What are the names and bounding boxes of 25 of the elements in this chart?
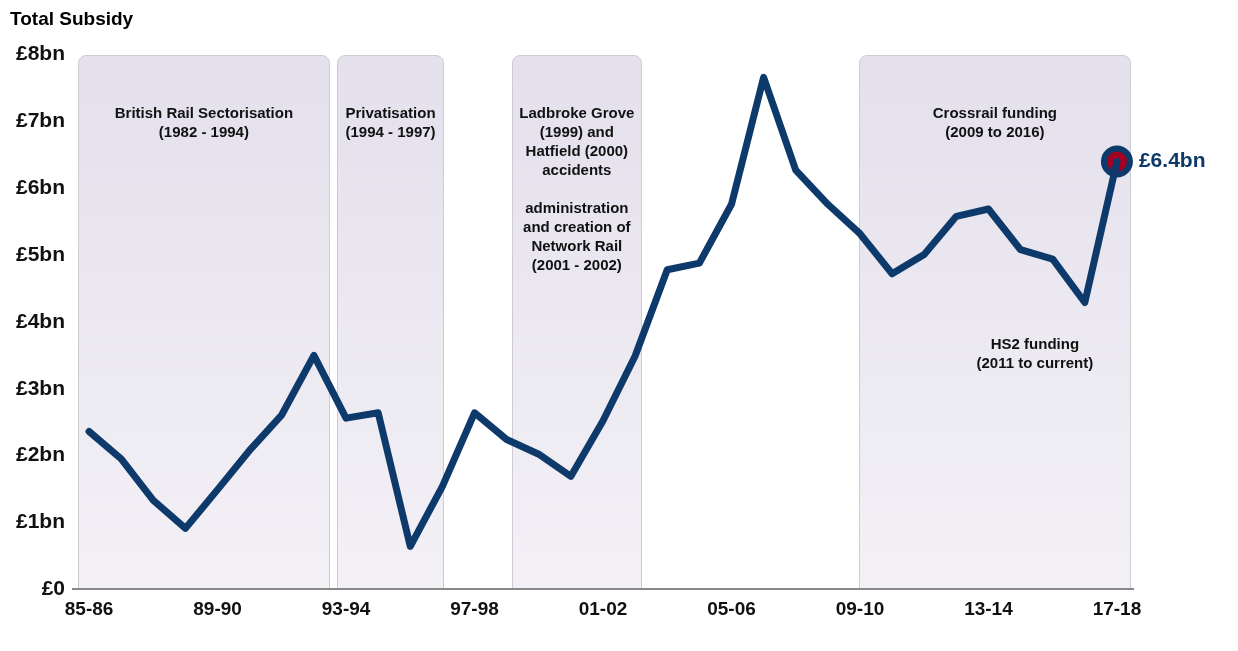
chart-title: Total Subsidy xyxy=(10,8,135,30)
data-label: £6.4bn xyxy=(1138,148,1206,172)
x-tick-label: 17-18 xyxy=(1092,597,1142,619)
x-tick-label: 89-90 xyxy=(193,597,242,619)
annotation: British Rail Sectorisation (1982 - 1994) xyxy=(114,104,294,141)
annotation: HS2 funding (2011 to current) xyxy=(976,335,1094,372)
x-tick-label: 13-14 xyxy=(964,597,1014,619)
y-tick-label: £4bn xyxy=(16,308,66,332)
x-tick-label: 05-06 xyxy=(707,597,756,619)
x-tick-label: 85-86 xyxy=(64,597,114,619)
y-tick-label: £2bn xyxy=(16,442,66,466)
annotation: Privatisation (1994 - 1997) xyxy=(345,104,436,141)
x-tick-label: 93-94 xyxy=(321,597,371,619)
text: Ladbroke Grove (1999) and Hatfield (2000) accidents administration and creation of Network Rail (2001 - 2002) xyxy=(519,104,635,274)
annotation: Crossrail funding (2009 to 2016) xyxy=(932,104,1057,141)
x-tick-label: 97-98 xyxy=(450,597,499,619)
y-tick-label: £3bn xyxy=(16,375,66,399)
y-tick-label: £5bn xyxy=(16,241,66,265)
y-tick-label: £0 xyxy=(41,576,66,599)
y-tick-label: £8bn xyxy=(16,41,66,65)
x-tick-label: 01-02 xyxy=(578,597,628,619)
y-tick-label: £1bn xyxy=(16,509,66,533)
x-tick-label: 09-10 xyxy=(835,597,885,619)
y-tick-label: £7bn xyxy=(16,108,66,132)
y-tick-label: £6bn xyxy=(16,175,66,199)
